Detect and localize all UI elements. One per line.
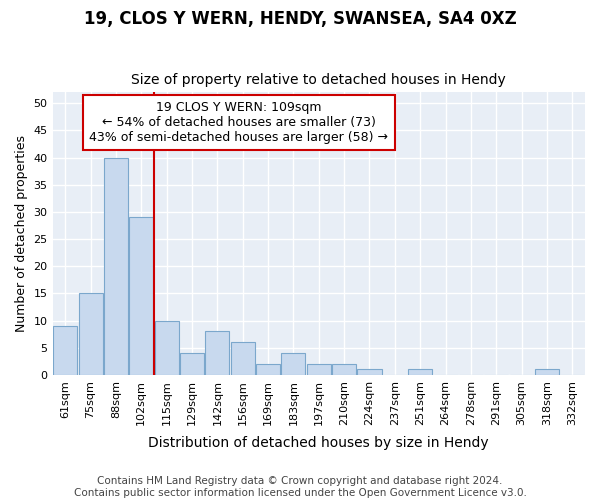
Bar (307, 364, 331, 375)
Bar (535, 370, 559, 375)
Bar (230, 342, 255, 375)
Bar (104, 158, 128, 375)
Text: Contains HM Land Registry data © Crown copyright and database right 2024.
Contai: Contains HM Land Registry data © Crown c… (74, 476, 526, 498)
Title: Size of property relative to detached houses in Hendy: Size of property relative to detached ho… (131, 73, 506, 87)
Bar (358, 370, 382, 375)
Bar (256, 364, 280, 375)
Bar (332, 364, 356, 375)
Bar (53, 326, 77, 375)
Bar (180, 353, 204, 375)
Bar (79, 294, 103, 375)
Text: 19, CLOS Y WERN, HENDY, SWANSEA, SA4 0XZ: 19, CLOS Y WERN, HENDY, SWANSEA, SA4 0XZ (83, 10, 517, 28)
Y-axis label: Number of detached properties: Number of detached properties (15, 135, 28, 332)
Bar (281, 353, 305, 375)
Bar (155, 320, 179, 375)
Bar (129, 218, 154, 375)
Text: 19 CLOS Y WERN: 109sqm
← 54% of detached houses are smaller (73)
43% of semi-det: 19 CLOS Y WERN: 109sqm ← 54% of detached… (89, 101, 388, 144)
Bar (408, 370, 432, 375)
X-axis label: Distribution of detached houses by size in Hendy: Distribution of detached houses by size … (148, 436, 489, 450)
Bar (205, 332, 229, 375)
